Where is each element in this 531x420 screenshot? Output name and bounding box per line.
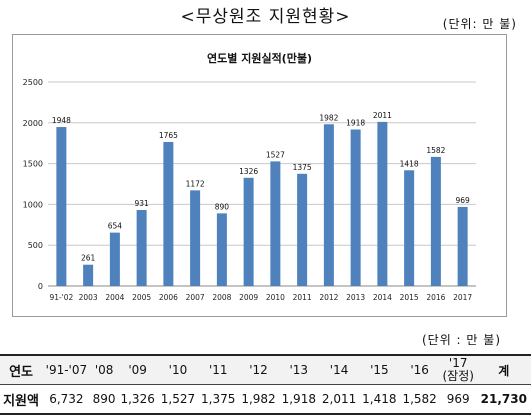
bar [56, 127, 67, 286]
table-cell: 21,730 [476, 384, 531, 415]
table-header-cell: '10 [157, 354, 199, 385]
table-row-label: 지원액 [0, 384, 43, 415]
table-header-cell: '08 [90, 354, 118, 385]
x-tick-label: 2016 [426, 293, 445, 302]
table-header-label: 연도 [0, 354, 43, 385]
table-header-row: 연도 '91-'07'08'09'10'11'12'13'14'15'16'17(… [0, 354, 531, 385]
x-tick-label: 2014 [373, 293, 392, 302]
unit-label-bottom: (단위 : 만 불) [421, 333, 501, 347]
table-cell: 969 [439, 384, 477, 415]
table-header-cell: 계 [476, 354, 531, 385]
table-cell: 1,375 [198, 384, 239, 415]
x-tick-label: 2013 [346, 293, 365, 302]
bar [350, 129, 361, 286]
table-cell: 1,418 [359, 384, 400, 415]
y-tick-label: 500 [28, 241, 43, 250]
bar [270, 161, 281, 286]
y-tick-label: 2500 [23, 78, 43, 87]
bar [323, 124, 334, 286]
table-cell: 1,582 [399, 384, 440, 415]
x-tick-label: 2010 [266, 293, 285, 302]
y-tick-label: 1500 [23, 160, 43, 169]
data-label: 1418 [400, 159, 419, 168]
data-label: 890 [215, 202, 230, 211]
bar [243, 177, 254, 286]
chart-container: 연도별 지원실적(만불) 0 500 1000 1500 2000 2500 1948 91-'… [12, 34, 507, 317]
y-tick-label: 1000 [23, 200, 43, 209]
bar [136, 210, 147, 286]
x-tick-label: 2009 [239, 293, 258, 302]
x-tick-label: 2003 [79, 293, 98, 302]
bar [216, 213, 227, 286]
table-header-cell: '14 [318, 354, 360, 385]
chart-title: 연도별 지원실적(만불) [207, 51, 312, 65]
table-header-cell: '09 [117, 354, 158, 385]
bar [297, 173, 308, 286]
table-cell: 1,326 [117, 384, 158, 415]
table-cell: 890 [90, 384, 118, 415]
y-tick-label: 2000 [23, 119, 43, 128]
data-label: 1765 [159, 131, 178, 140]
x-tick-label: 2004 [105, 293, 124, 302]
table-cell: 6,732 [42, 384, 91, 415]
x-tick-label: 2015 [400, 293, 419, 302]
table-header-cell: '91-'07 [42, 354, 91, 385]
y-tick-label: 0 [38, 282, 43, 291]
table-header-cell: '15 [359, 354, 400, 385]
table-cell: 1,527 [157, 384, 199, 415]
bar [163, 141, 174, 286]
x-tick-label: 2005 [132, 293, 151, 302]
table-header-cell: '11 [198, 354, 239, 385]
data-label: 1527 [266, 150, 285, 159]
x-tick-label: 2012 [319, 293, 338, 302]
data-label: 1982 [319, 113, 338, 122]
table-header-cell: '17 (잠정) [439, 354, 477, 385]
unit-label-top: (단위: 만 불) [442, 17, 517, 31]
bar [190, 190, 201, 286]
table-header-cell: '16 [399, 354, 440, 385]
bar [83, 264, 94, 286]
bar [404, 170, 415, 286]
x-tick-label: 2006 [159, 293, 178, 302]
table-header-cell: '12 [238, 354, 279, 385]
bar [377, 121, 388, 286]
data-label: 969 [455, 196, 470, 205]
data-label: 1918 [346, 118, 365, 127]
x-tick-label: 2011 [293, 293, 312, 302]
x-tick-label: 2017 [453, 293, 472, 302]
table-row: 지원액 6,732 890 1,326 1,527 1,375 1,982 1,918 2,01… [0, 384, 531, 415]
x-tick-label: 91-'02 [49, 293, 73, 302]
data-label: 1948 [52, 116, 71, 125]
bar [430, 156, 441, 286]
data-label: 654 [108, 222, 123, 231]
page-title: <무상원조 지원현황> [180, 7, 351, 27]
bar [109, 232, 120, 286]
data-label: 1375 [293, 163, 312, 172]
x-tick-label: 2008 [212, 293, 231, 302]
table-cell: 1,982 [238, 384, 279, 415]
bar [457, 206, 468, 286]
data-label: 2011 [373, 111, 392, 120]
table-header-cell: '13 [278, 354, 319, 385]
bar-chart: 연도별 지원실적(만불) 0 500 1000 1500 2000 2500 1948 91-'… [23, 51, 476, 302]
data-label: 261 [81, 254, 96, 263]
table-cell: 1,918 [278, 384, 319, 415]
data-label: 1326 [239, 167, 258, 176]
table-cell: 2,011 [318, 384, 360, 415]
support-amount-table: 연도 '91-'07'08'09'10'11'12'13'14'15'16'17(… [0, 354, 531, 415]
data-label: 1172 [186, 179, 205, 188]
data-label: 1582 [426, 146, 445, 155]
data-label: 931 [134, 199, 149, 208]
x-tick-label: 2007 [186, 293, 205, 302]
